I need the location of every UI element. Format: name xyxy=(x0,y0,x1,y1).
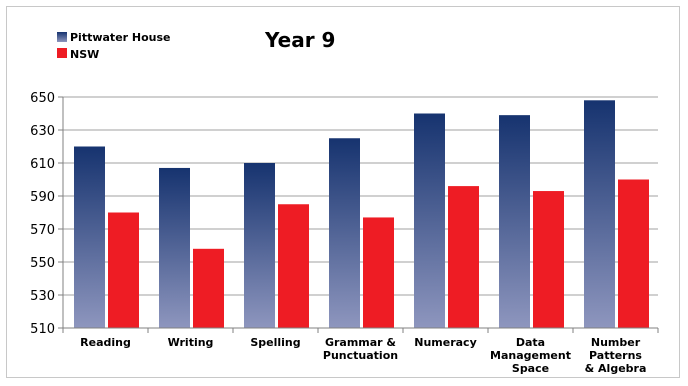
x-tick-label: Numeracy xyxy=(414,336,477,349)
y-tick-label: 510 xyxy=(30,322,55,337)
x-tick-label: Number xyxy=(591,336,641,349)
bar-pittwater-house xyxy=(329,138,360,328)
x-tick-label: Data xyxy=(516,336,545,349)
x-axis-ticks: Reading Writing Spelling Grammar &Punctuati… xyxy=(62,328,659,375)
bars xyxy=(74,100,649,329)
bar-nsw xyxy=(108,212,139,328)
bar-nsw xyxy=(363,217,394,328)
bar-pittwater-house xyxy=(414,113,445,328)
y-axis-ticks: 510 530 550 570 590 610 630 650 xyxy=(30,91,63,337)
legend-swatch-pittwater-house xyxy=(57,32,67,42)
y-tick-label: 610 xyxy=(30,157,55,172)
bar-nsw xyxy=(618,179,649,328)
legend-swatch-nsw xyxy=(57,48,67,58)
bar-pittwater-house xyxy=(244,163,275,328)
x-tick-label: Spelling xyxy=(250,336,300,349)
bar-pittwater-house xyxy=(584,100,615,328)
x-tick-label: Grammar & xyxy=(325,336,396,349)
legend-label-nsw: NSW xyxy=(70,48,99,61)
y-tick-label: 550 xyxy=(30,256,55,271)
bar-pittwater-house xyxy=(159,167,190,328)
x-tick-label: Writing xyxy=(168,336,214,349)
x-tick-label: Punctuation xyxy=(323,349,398,362)
x-tick-label: Patterns xyxy=(589,349,642,362)
axes xyxy=(62,97,658,329)
y-tick-label: 630 xyxy=(30,124,55,139)
bar-pittwater-house xyxy=(74,146,105,328)
legend: Pittwater House NSW xyxy=(57,31,171,61)
chart-title: Year 9 xyxy=(264,28,335,52)
x-tick-label: & Algebra xyxy=(585,362,647,375)
legend-label-pittwater-house: Pittwater House xyxy=(70,31,171,44)
bar-nsw xyxy=(448,186,479,328)
bar-nsw xyxy=(533,191,564,328)
x-tick-label: Reading xyxy=(80,336,131,349)
x-tick-label: Space xyxy=(512,362,549,375)
x-tick-label: Management xyxy=(490,349,571,362)
y-tick-label: 570 xyxy=(30,223,55,238)
gridlines xyxy=(63,96,658,329)
y-tick-label: 530 xyxy=(30,289,55,304)
y-tick-label: 590 xyxy=(30,190,55,205)
bar-nsw xyxy=(193,248,224,328)
bar-nsw xyxy=(278,204,309,328)
y-tick-label: 650 xyxy=(30,91,55,106)
bar-pittwater-house xyxy=(499,115,530,329)
